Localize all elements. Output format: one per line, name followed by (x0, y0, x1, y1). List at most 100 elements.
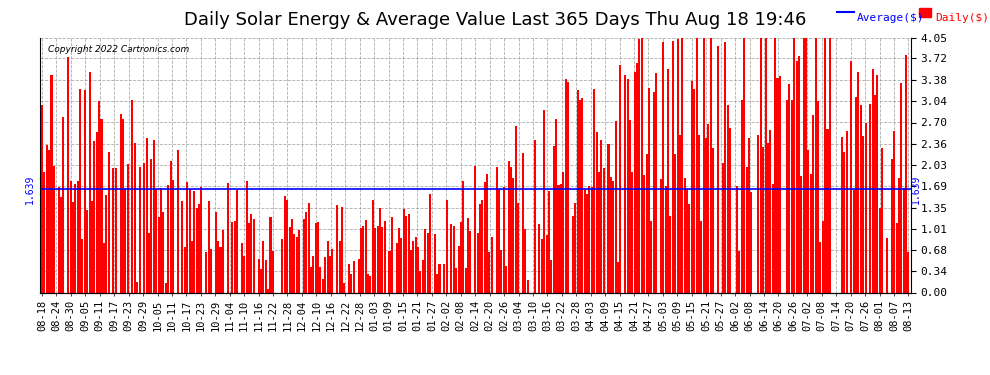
Bar (93, 141, 95, 292)
Bar (805, 34, 807, 292)
Bar (579, 100, 581, 292)
Bar (181, 201, 183, 292)
Bar (688, 204, 690, 292)
Bar (522, 153, 524, 292)
Bar (767, 142, 769, 292)
Bar (160, 188, 162, 292)
Bar (679, 135, 681, 292)
Bar (98, 101, 100, 292)
Bar (352, 261, 354, 292)
Bar (729, 128, 731, 292)
Bar (50, 75, 52, 292)
Bar (125, 189, 127, 292)
Bar (167, 185, 169, 292)
Bar (574, 203, 576, 292)
Bar (893, 131, 895, 292)
Bar (100, 119, 103, 292)
Bar (269, 217, 271, 292)
Bar (217, 242, 219, 292)
Bar (743, 34, 745, 292)
Bar (460, 222, 462, 292)
Bar (252, 219, 254, 292)
Bar (76, 181, 78, 292)
Bar (908, 252, 910, 292)
Bar (369, 276, 371, 292)
Bar (79, 89, 81, 292)
Bar (652, 92, 654, 292)
Bar (74, 184, 76, 292)
Bar (164, 283, 166, 292)
Bar (427, 233, 429, 292)
Bar (446, 200, 447, 292)
Bar (788, 84, 790, 292)
Bar (881, 148, 883, 292)
Bar (722, 163, 724, 292)
Bar (581, 98, 583, 292)
Bar (308, 203, 310, 292)
Bar (388, 251, 390, 292)
Bar (674, 154, 676, 292)
Bar (288, 228, 290, 292)
Bar (196, 208, 198, 292)
Bar (591, 187, 593, 292)
Bar (250, 214, 252, 292)
Bar (281, 239, 283, 292)
Bar (420, 271, 422, 292)
Bar (762, 147, 764, 292)
Bar (150, 159, 152, 292)
Bar (796, 61, 798, 292)
Bar (672, 41, 674, 292)
Bar (215, 211, 217, 292)
Bar (105, 195, 107, 292)
Bar (96, 132, 98, 292)
Bar (812, 115, 814, 292)
Bar (650, 221, 652, 292)
Bar (176, 150, 178, 292)
Bar (115, 168, 117, 292)
Bar (464, 268, 466, 292)
Bar (408, 214, 410, 292)
Bar (320, 267, 322, 292)
Bar (686, 189, 688, 292)
Bar (422, 260, 424, 292)
Bar (188, 189, 190, 292)
Bar (712, 148, 714, 292)
Bar (246, 181, 248, 292)
Bar (829, 34, 831, 292)
Bar (708, 124, 710, 292)
Bar (186, 182, 188, 292)
Bar (855, 97, 857, 292)
Bar (736, 186, 739, 292)
Bar (627, 80, 629, 292)
Bar (572, 216, 574, 292)
Bar (452, 226, 454, 292)
Bar (339, 240, 341, 292)
Bar (241, 243, 243, 292)
Bar (557, 185, 559, 292)
Bar (144, 163, 146, 292)
Bar (396, 243, 398, 292)
Bar (876, 75, 878, 292)
Bar (760, 35, 762, 292)
Bar (291, 219, 293, 292)
Bar (739, 251, 741, 292)
Bar (660, 179, 662, 292)
Bar (769, 130, 771, 292)
Bar (481, 200, 483, 292)
Bar (120, 114, 122, 292)
Bar (824, 34, 826, 292)
Bar (376, 226, 378, 292)
Bar (517, 203, 519, 292)
Bar (379, 208, 381, 292)
Bar (544, 110, 545, 292)
Bar (584, 189, 586, 292)
Bar (776, 78, 778, 292)
Bar (84, 90, 86, 292)
Bar (603, 168, 605, 292)
Bar (139, 166, 141, 292)
Bar (81, 239, 83, 292)
Bar (655, 74, 657, 292)
Bar (822, 221, 824, 292)
Bar (457, 246, 459, 292)
Bar (332, 249, 334, 292)
